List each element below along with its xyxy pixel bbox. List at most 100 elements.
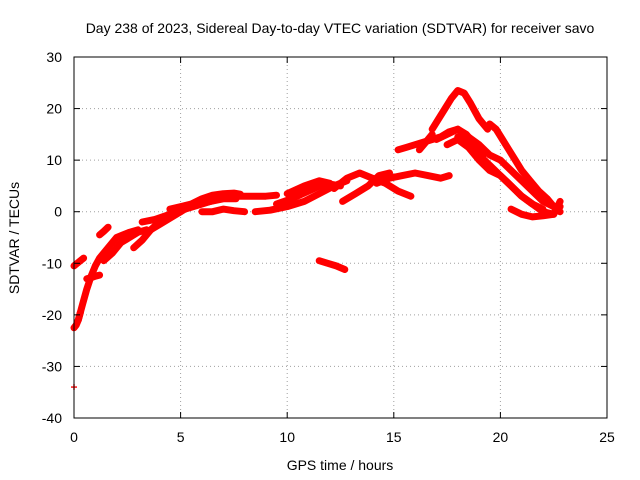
data-point	[120, 231, 127, 238]
data-point	[92, 262, 99, 269]
y-tick-label: 10	[46, 152, 62, 168]
data-point	[316, 177, 323, 184]
data-point	[117, 239, 124, 246]
data-point	[518, 177, 525, 184]
data-point	[96, 231, 103, 238]
data-point	[209, 208, 216, 215]
data-point	[109, 249, 116, 256]
data-point	[518, 167, 525, 174]
data-point	[139, 237, 146, 244]
data-point	[152, 216, 159, 223]
data-point	[237, 191, 244, 198]
data-point	[412, 170, 419, 177]
series-track	[454, 133, 558, 218]
series-track-b	[70, 254, 88, 270]
data-point	[444, 141, 451, 148]
data-point	[333, 262, 340, 269]
data-point	[476, 151, 483, 158]
data-point	[79, 301, 86, 308]
data-point	[130, 244, 137, 251]
data-point	[529, 200, 536, 207]
data-point	[326, 180, 333, 187]
data-point	[476, 115, 483, 122]
data-point	[198, 195, 205, 202]
data-point	[448, 95, 455, 102]
data-point	[527, 177, 534, 184]
data-point	[441, 105, 448, 112]
data-point	[484, 126, 491, 133]
data-point	[373, 180, 380, 187]
y-tick-label: -20	[42, 307, 62, 323]
data-point	[177, 203, 184, 210]
data-point	[316, 257, 323, 264]
grid-layer	[74, 57, 607, 418]
data-point	[486, 121, 493, 128]
data-point	[305, 188, 312, 195]
data-point	[497, 157, 504, 164]
data-point	[339, 198, 346, 205]
x-tick-label: 10	[279, 429, 295, 445]
data-point	[247, 193, 254, 200]
data-point	[505, 146, 512, 153]
data-point	[499, 136, 506, 143]
data-point	[343, 175, 350, 182]
data-point	[113, 234, 120, 241]
data-point	[435, 115, 442, 122]
data-point	[444, 131, 451, 138]
series-track	[315, 257, 349, 273]
data-point	[252, 208, 259, 215]
data-point	[437, 175, 444, 182]
data-point	[100, 228, 107, 235]
chart-title: Day 238 of 2023, Sidereal Day-to-day VTE…	[86, 20, 595, 36]
series-track-o	[315, 257, 349, 273]
data-point	[465, 139, 472, 146]
data-point	[395, 188, 402, 195]
x-tick-label: 20	[493, 429, 509, 445]
data-point	[518, 193, 525, 200]
data-point	[375, 172, 382, 179]
series-track	[74, 226, 142, 324]
data-point	[424, 172, 431, 179]
data-point	[324, 260, 331, 267]
series-track	[283, 177, 334, 198]
data-point	[169, 213, 176, 220]
data-point	[80, 255, 87, 262]
data-point	[220, 206, 227, 213]
data-point	[433, 136, 440, 143]
data-point	[557, 198, 564, 205]
data-point	[356, 170, 363, 177]
data-point	[230, 207, 237, 214]
data-point	[386, 175, 393, 182]
x-axis-label: GPS time / hours	[287, 457, 394, 473]
data-point	[403, 144, 410, 151]
data-point	[105, 224, 112, 231]
data-point	[508, 167, 515, 174]
x-tick-label: 0	[70, 429, 78, 445]
data-point	[544, 195, 551, 202]
x-tick-label: 15	[386, 429, 402, 445]
y-tick-label: 20	[46, 101, 62, 117]
data-point	[331, 185, 338, 192]
series-track	[507, 197, 564, 221]
data-point	[446, 172, 453, 179]
data-point	[284, 203, 291, 210]
data-point	[88, 274, 95, 281]
data-point	[134, 229, 141, 236]
data-point	[143, 229, 150, 236]
data-point	[83, 275, 90, 282]
series-track-n	[283, 177, 334, 198]
data-point	[139, 219, 146, 226]
data-point	[267, 207, 274, 214]
data-point	[412, 141, 419, 148]
data-point	[399, 172, 406, 179]
data-point	[422, 139, 429, 146]
data-point	[198, 208, 205, 215]
data-point	[550, 211, 557, 218]
data-point	[508, 182, 515, 189]
data-point	[512, 157, 519, 164]
data-point	[454, 87, 461, 94]
y-tick-label: -30	[42, 358, 62, 374]
y-axis-label: SDTVAR / TECUs	[6, 182, 22, 294]
y-tick-label: -40	[42, 410, 62, 426]
data-point	[301, 198, 308, 205]
